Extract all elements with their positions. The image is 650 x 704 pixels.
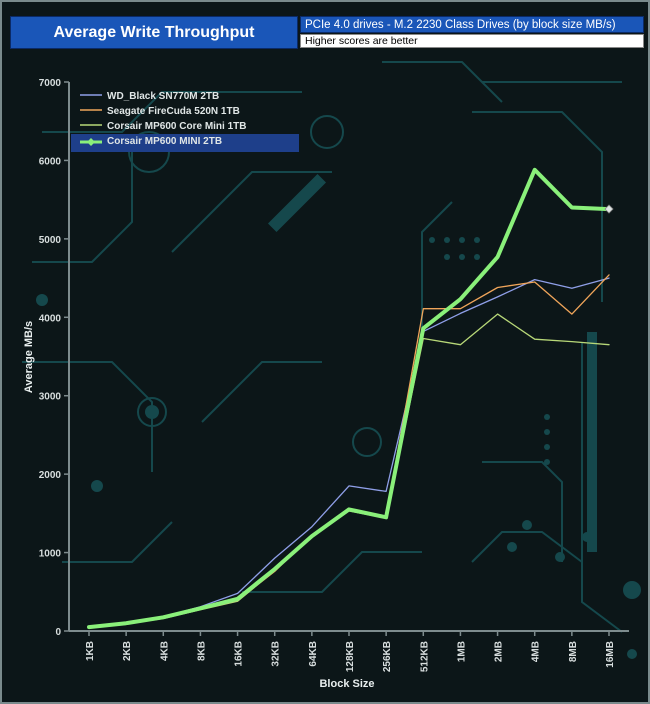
legend-label: Seagate FireCuda 520N 1TB [107, 106, 240, 117]
y-tick-label: 3000 [39, 392, 62, 403]
x-tick-label: 256KB [382, 641, 393, 672]
x-tick-label: 8KB [196, 641, 207, 661]
series-line [88, 277, 610, 628]
x-tick-label: 2KB [122, 641, 133, 661]
chart-legend: WD_Black SN770M 2TB Seagate FireCuda 520N… [71, 91, 299, 152]
legend-highlight-box [71, 134, 299, 152]
x-tick-label: 512KB [419, 641, 430, 672]
y-tick-label: 0 [55, 627, 61, 638]
x-tick-label: 4MB [531, 641, 542, 662]
y-axis-ticks: 0 1000 2000 3000 4000 5000 6000 7000 [39, 78, 69, 638]
chart-title: Average Write Throughput [10, 16, 298, 49]
y-axis-title: Average MB/s [23, 321, 35, 393]
x-tick-label: 64KB [308, 641, 319, 667]
legend-marker [87, 138, 95, 146]
y-tick-label: 6000 [39, 156, 62, 167]
series-line [87, 167, 611, 630]
series-line [88, 274, 610, 629]
y-tick-label: 4000 [39, 313, 62, 324]
series-line [88, 313, 610, 629]
legend-label: Corsair MP600 MINI 2TB [107, 136, 222, 147]
x-axis-title: Block Size [319, 678, 374, 690]
x-tick-label: 32KB [271, 641, 282, 667]
x-tick-label: 16MB [605, 641, 616, 668]
y-tick-label: 2000 [39, 470, 62, 481]
x-tick-label: 2MB [494, 641, 505, 662]
y-tick-label: 7000 [39, 78, 62, 89]
y-tick-label: 5000 [39, 235, 62, 246]
series-lines [87, 167, 614, 630]
legend-label: Corsair MP600 Core Mini 1TB [107, 121, 246, 132]
chart-subtitle: PCIe 4.0 drives - M.2 2230 Class Drives … [300, 16, 644, 33]
x-tick-label: 8MB [568, 641, 579, 662]
series-end-marker [604, 204, 614, 214]
x-tick-label: 1MB [456, 641, 467, 662]
x-axis-ticks: 1KB 2KB 4KB 8KB 16KB 32KB 64KB 128KB 256KB 512KB 1… [85, 631, 616, 672]
y-tick-label: 1000 [39, 549, 62, 560]
legend-label: WD_Black SN770M 2TB [107, 91, 219, 102]
chart-note: Higher scores are better [300, 34, 644, 48]
x-tick-label: 4KB [159, 641, 170, 661]
x-tick-label: 128KB [345, 641, 356, 672]
x-tick-label: 1KB [85, 641, 96, 661]
x-tick-label: 16KB [234, 641, 245, 667]
